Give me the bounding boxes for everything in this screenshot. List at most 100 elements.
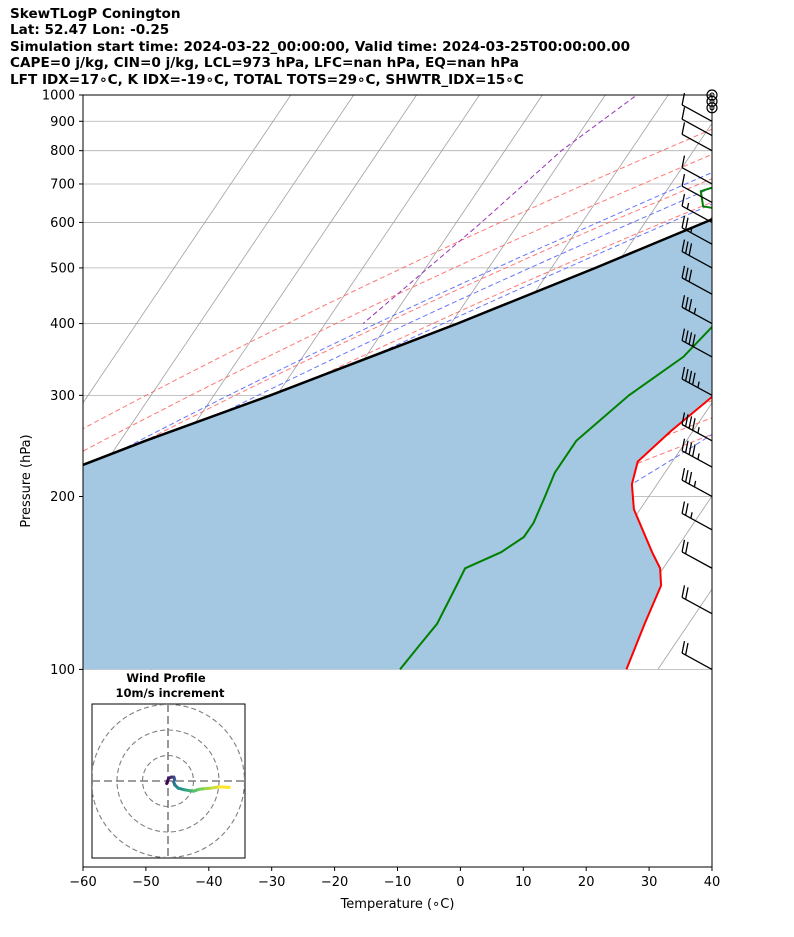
- barb-flag: [684, 267, 689, 280]
- dry-adiabat-line: [83, 128, 712, 430]
- barb-flag: [681, 265, 686, 279]
- wind-barb: [681, 366, 713, 396]
- convective-parameters: CAPE=0 j/kg, CIN=0 j/kg, LCL=973 hPa, LF…: [10, 55, 519, 72]
- wind-barb: [681, 174, 713, 204]
- stability-indices: LFT IDX=17∘C, K IDX=-19∘C, TOTAL TOTS=29…: [10, 71, 524, 88]
- moist-adiabat-line: [83, 171, 712, 471]
- y-tick-label: 200: [50, 490, 75, 505]
- barb-flag: [681, 640, 686, 654]
- wind-barb: [681, 539, 713, 569]
- simulation-times: Simulation start time: 2024-03-22_00:00:…: [10, 38, 631, 55]
- barb-flag: [681, 215, 686, 228]
- dry-adiabat-line: [83, 153, 712, 452]
- y-tick-label: 900: [50, 115, 75, 130]
- barb-flag: [692, 418, 696, 431]
- barb-flag: [684, 642, 689, 656]
- barb-flag: [681, 366, 686, 380]
- barb-flag: [681, 438, 686, 451]
- barb-half-flag: [690, 226, 693, 233]
- wind-barb: [681, 155, 713, 185]
- barb-flag: [684, 241, 689, 254]
- x-tick-label: −30: [258, 875, 285, 890]
- barb-flag: [684, 330, 689, 343]
- x-tick-label: −20: [321, 875, 348, 890]
- barb-flag: [688, 269, 693, 282]
- barb-flag: [688, 298, 693, 312]
- hodograph-area: [92, 704, 245, 858]
- y-tick-label: 100: [50, 663, 75, 678]
- barb-flag: [681, 122, 686, 135]
- dry-adiabat-line: [124, 417, 712, 670]
- barb-half-flag: [690, 512, 693, 519]
- dewpoint-line: [399, 186, 712, 671]
- x-tick-label: 40: [704, 875, 721, 890]
- wind-barb: [681, 640, 713, 670]
- barb-flag: [684, 217, 689, 230]
- x-tick-label: 30: [641, 875, 658, 890]
- barb-flag: [681, 501, 686, 514]
- barb-flag: [681, 107, 686, 120]
- wind-barb: [681, 215, 713, 245]
- barb-shaft: [681, 118, 713, 137]
- barb-flag: [681, 585, 686, 598]
- barb-flag: [688, 332, 693, 345]
- mixing-ratio-line: [362, 95, 638, 324]
- dry-adiabat-line: [83, 178, 712, 474]
- y-tick-label: 600: [50, 216, 75, 231]
- wind-barb: [681, 438, 713, 468]
- barb-flag: [688, 416, 693, 429]
- chart-title: SkewTLogP Conington Lat: 52.47 Lon: -0.2…: [10, 6, 630, 88]
- x-tick-label: 10: [515, 875, 532, 890]
- wind-profile-hodograph: Wind Profile 10m/s increment: [91, 671, 246, 859]
- y-tick-label: 700: [50, 177, 75, 192]
- barb-flag: [684, 469, 689, 483]
- y-tick-label: 300: [50, 389, 75, 404]
- y-tick-label: 1000: [42, 89, 75, 104]
- x-tick-label: −60: [69, 875, 96, 890]
- barb-flag: [681, 295, 686, 308]
- wind-barb: [681, 585, 713, 615]
- barb-flag: [688, 442, 693, 455]
- barb-flag: [681, 193, 686, 207]
- barb-flag: [684, 368, 689, 382]
- barb-shaft: [681, 185, 713, 204]
- barb-shaft: [681, 205, 713, 224]
- barb-flag: [684, 587, 689, 600]
- barb-half-flag: [697, 427, 700, 434]
- barb-flag: [692, 334, 696, 347]
- barb-shaft: [681, 339, 713, 358]
- isotherm-line: [83, 95, 292, 404]
- isotherm-line: [83, 95, 355, 497]
- barb-flag: [688, 471, 693, 485]
- isotherm-line: [721, 83, 794, 670]
- wind-barb: [681, 468, 713, 498]
- barb-shaft: [681, 277, 713, 295]
- temperature-line: [625, 395, 712, 670]
- barb-half-flag: [693, 307, 697, 315]
- wind-barb: [681, 122, 713, 152]
- x-tick-label: 0: [456, 875, 464, 890]
- wind-barb: [681, 295, 713, 325]
- wind-barb: [681, 193, 713, 224]
- barb-half-flag: [686, 202, 690, 210]
- barb-flag: [688, 243, 693, 256]
- y-tick-label: 800: [50, 144, 75, 159]
- x-axis-label: Temperature (∘C): [340, 897, 455, 912]
- wind-barb: [681, 328, 713, 358]
- hodograph-ring: [92, 704, 245, 858]
- x-tick-label: −50: [132, 875, 159, 890]
- barb-flag: [681, 155, 686, 168]
- barb-flag: [681, 239, 686, 252]
- barb-flag: [681, 328, 686, 341]
- parcel-profile-line: [83, 218, 712, 467]
- barb-half-flag: [697, 381, 700, 388]
- y-tick-label: 400: [50, 317, 75, 332]
- barb-shaft: [681, 596, 713, 615]
- wind-barb: [681, 265, 713, 295]
- wind-barb: [681, 501, 713, 531]
- wind-barb: [681, 412, 713, 442]
- barb-shaft: [681, 167, 713, 185]
- barb-shaft: [681, 104, 713, 122]
- barb-shaft: [681, 227, 713, 245]
- y-axis-label: Pressure (hPa): [19, 434, 34, 527]
